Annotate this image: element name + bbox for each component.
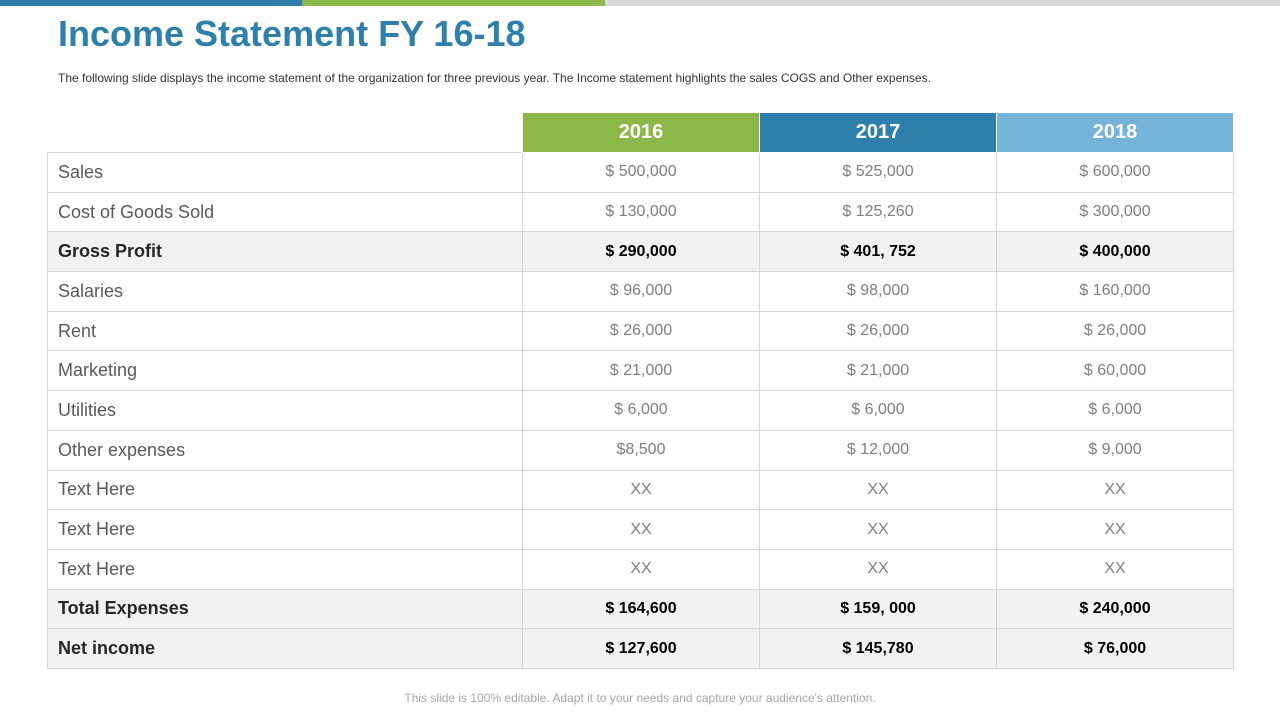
table-row: Marketing $ 21,000 $ 21,000 $ 60,000 [47,350,1234,392]
value-cell: $ 21,000 [759,350,997,392]
value-cell: $ 525,000 [759,152,997,193]
row-label: Salaries [47,271,523,312]
value-cell: $ 300,000 [996,191,1234,233]
table-row: Sales $ 500,000 $ 525,000 $ 600,000 [47,152,1234,193]
value-cell: $ 6,000 [522,390,760,431]
table-row: Net income $ 127,600 $ 145,780 $ 76,000 [47,628,1234,669]
value-cell: $ 6,000 [759,390,997,431]
page-title: Income Statement FY 16-18 [58,13,526,54]
year-header: 2017 [759,112,997,153]
value-cell: $ 400,000 [996,231,1234,273]
table-row: Utilities $ 6,000 $ 6,000 $ 6,000 [47,390,1234,431]
accent-bar-blue [0,0,302,6]
value-cell: $ 21,000 [522,350,760,392]
table-row: Total Expenses $ 164,600 $ 159, 000 $ 240,0… [47,588,1234,630]
value-cell: XX [759,548,997,590]
page-subtitle: The following slide displays the income … [58,71,931,85]
header-blank-cell [47,112,523,153]
value-cell: XX [759,509,997,550]
table-row: Rent $ 26,000 $ 26,000 $ 26,000 [47,310,1234,352]
row-label: Marketing [47,350,523,392]
value-cell: $ 12,000 [759,429,997,471]
row-label: Other expenses [47,429,523,471]
row-label: Total Expenses [47,588,523,630]
table-body: Sales $ 500,000 $ 525,000 $ 600,000 Cost of … [47,152,1234,669]
value-cell: $ 290,000 [522,231,760,273]
row-label: Utilities [47,390,523,431]
year-header: 2018 [996,112,1234,153]
value-cell: $ 159, 000 [759,588,997,630]
value-cell: XX [522,509,760,550]
row-label: Rent [47,310,523,352]
accent-bar-green [302,0,605,6]
income-statement-table: 2016 2017 2018 Sales $ 500,000 $ 525,000 $ … [47,112,1234,669]
value-cell: $ 401, 752 [759,231,997,273]
value-cell: $ 125,260 [759,191,997,233]
value-cell: $ 130,000 [522,191,760,233]
value-cell: $ 164,600 [522,588,760,630]
table-row: Text Here XX XX XX [47,548,1234,590]
table-row: Other expenses $8,500 $ 12,000 $ 9,000 [47,429,1234,471]
value-cell: $ 26,000 [759,310,997,352]
value-cell: $ 26,000 [996,310,1234,352]
value-cell: $ 98,000 [759,271,997,312]
table-row: Salaries $ 96,000 $ 98,000 $ 160,000 [47,271,1234,312]
value-cell: $ 76,000 [996,628,1234,669]
value-cell: $ 60,000 [996,350,1234,392]
top-accent-bar [0,0,1280,6]
value-cell: $ 145,780 [759,628,997,669]
row-label: Text Here [47,509,523,550]
table-row: Text Here XX XX XX [47,469,1234,511]
value-cell: $ 6,000 [996,390,1234,431]
table-row: Text Here XX XX XX [47,509,1234,550]
row-label: Text Here [47,469,523,511]
row-label: Cost of Goods Sold [47,191,523,233]
value-cell: XX [522,469,760,511]
value-cell: XX [522,548,760,590]
value-cell: XX [996,509,1234,550]
table-header-row: 2016 2017 2018 [47,112,1234,153]
value-cell: $ 26,000 [522,310,760,352]
row-label: Net income [47,628,523,669]
value-cell: XX [996,469,1234,511]
value-cell: $8,500 [522,429,760,471]
row-label: Sales [47,152,523,193]
value-cell: XX [996,548,1234,590]
value-cell: $ 160,000 [996,271,1234,312]
table-row: Cost of Goods Sold $ 130,000 $ 125,260 $ 30… [47,191,1234,233]
footer-note: This slide is 100% editable. Adapt it to… [404,691,876,705]
value-cell: $ 500,000 [522,152,760,193]
value-cell: XX [759,469,997,511]
value-cell: $ 600,000 [996,152,1234,193]
value-cell: $ 96,000 [522,271,760,312]
row-label: Text Here [47,548,523,590]
accent-bar-grey [605,0,1280,6]
value-cell: $ 127,600 [522,628,760,669]
value-cell: $ 240,000 [996,588,1234,630]
row-label: Gross Profit [47,231,523,273]
year-header: 2016 [522,112,760,153]
value-cell: $ 9,000 [996,429,1234,471]
table-row: Gross Profit $ 290,000 $ 401, 752 $ 400,000 [47,231,1234,273]
